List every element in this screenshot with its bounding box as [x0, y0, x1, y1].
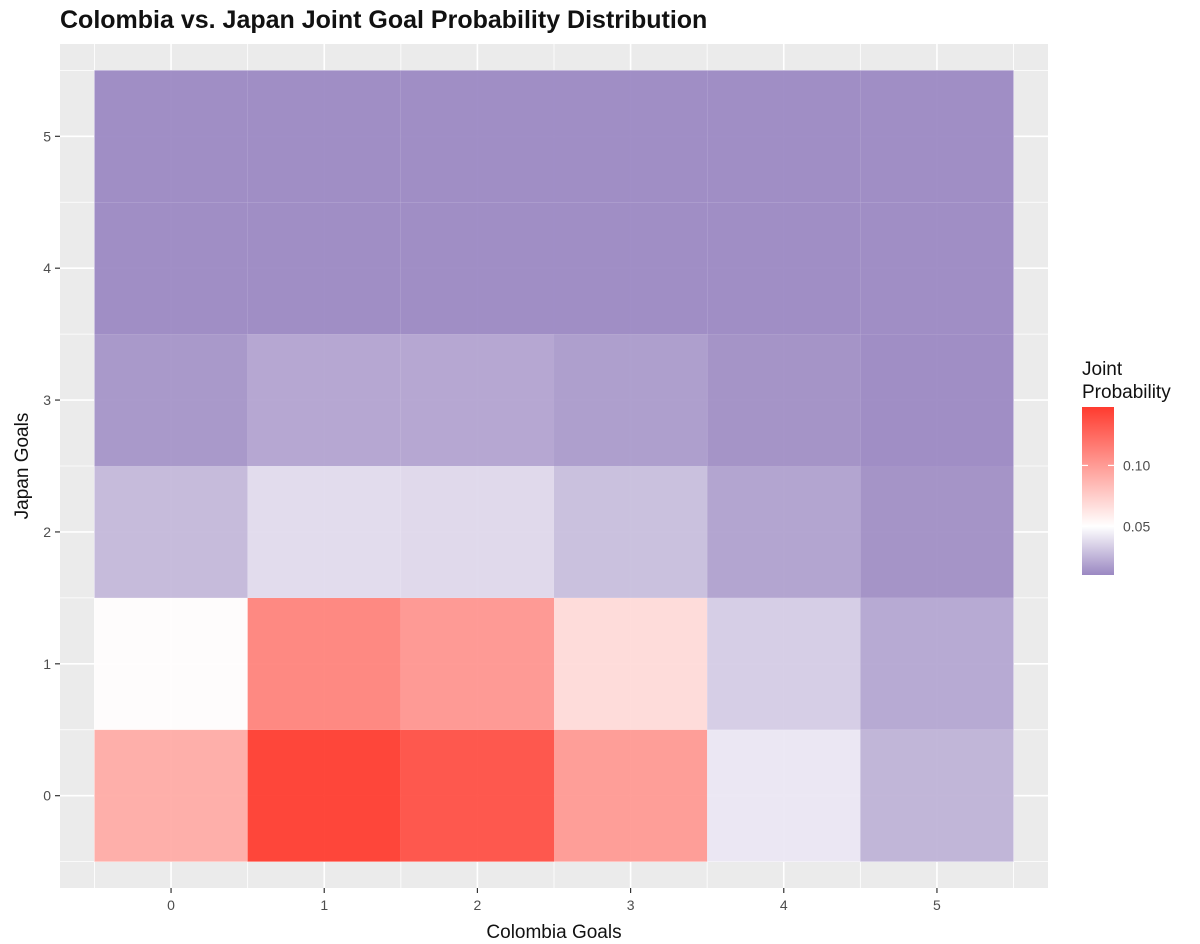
- legend-ticks: 0.05 0.10: [1082, 457, 1150, 534]
- heatmap-tile: [860, 729, 1014, 862]
- heatmap-tile: [860, 466, 1014, 598]
- heatmap-tile: [400, 597, 554, 730]
- x-tick-label: 3: [627, 897, 635, 913]
- heatmap-tile: [707, 202, 861, 335]
- legend-tick-label: 0.05: [1123, 518, 1150, 534]
- heatmap-tile: [400, 729, 554, 862]
- heatmap-tile: [94, 729, 248, 862]
- heatmap-tile: [400, 202, 554, 335]
- y-tick-label: 3: [43, 392, 51, 408]
- heatmap-tile: [554, 70, 708, 203]
- y-tick-label: 5: [43, 128, 51, 144]
- chart-title: Colombia vs. Japan Joint Goal Probabilit…: [60, 6, 708, 34]
- heatmap-tile: [94, 202, 248, 335]
- y-tick-label: 4: [43, 260, 51, 276]
- heatmap-tile: [247, 466, 401, 598]
- heatmap-tile: [707, 597, 861, 730]
- heatmap-tile: [860, 202, 1014, 335]
- heatmap-tile: [860, 70, 1014, 203]
- legend-colorbar: [1082, 407, 1114, 575]
- heatmap-tile: [94, 597, 248, 730]
- y-axis-title: Japan Goals: [12, 413, 33, 520]
- x-tick-label: 2: [474, 897, 482, 913]
- y-tick-label: 1: [43, 656, 51, 672]
- heatmap-tile: [247, 70, 401, 203]
- y-tick-label: 2: [43, 524, 51, 540]
- heatmap-tile: [707, 729, 861, 862]
- heatmap-tile: [400, 70, 554, 203]
- heatmap-tile: [400, 334, 554, 466]
- heatmap-tile: [94, 70, 248, 203]
- x-tick-label: 4: [780, 897, 788, 913]
- heatmap-tile: [860, 334, 1014, 466]
- x-axis-ticks: 0 1 2 3 4 5: [167, 888, 941, 913]
- y-tick-label: 0: [43, 788, 51, 804]
- heatmap-tile: [554, 202, 708, 335]
- legend-title-line2: Probability: [1082, 382, 1171, 403]
- legend-title-line1: Joint: [1082, 359, 1123, 380]
- x-tick-label: 1: [320, 897, 328, 913]
- heatmap-tile: [247, 729, 401, 862]
- heatmap-tile: [94, 334, 248, 466]
- legend-tick-label: 0.10: [1123, 457, 1150, 473]
- heatmap-tile: [707, 334, 861, 466]
- heatmap-tile: [247, 202, 401, 335]
- heatmap-tile: [554, 334, 708, 466]
- x-tick-label: 0: [167, 897, 175, 913]
- x-tick-label: 5: [933, 897, 941, 913]
- heatmap-tile: [554, 466, 708, 598]
- heatmap-tile: [707, 70, 861, 203]
- heatmap-tile: [247, 597, 401, 730]
- y-axis-ticks: 0 1 2 3 4 5: [43, 128, 60, 804]
- heatmap-tile: [707, 466, 861, 598]
- heatmap-tile: [554, 597, 708, 730]
- heatmap-tile: [860, 597, 1014, 730]
- legend-title: Joint Probability: [1082, 358, 1171, 404]
- x-axis-title: Colombia Goals: [486, 922, 621, 943]
- heatmap-tiles: [94, 70, 1014, 862]
- heatmap-tile: [400, 466, 554, 598]
- heatmap-tile: [247, 334, 401, 466]
- heatmap-tile: [94, 466, 248, 598]
- heatmap-tile: [554, 729, 708, 862]
